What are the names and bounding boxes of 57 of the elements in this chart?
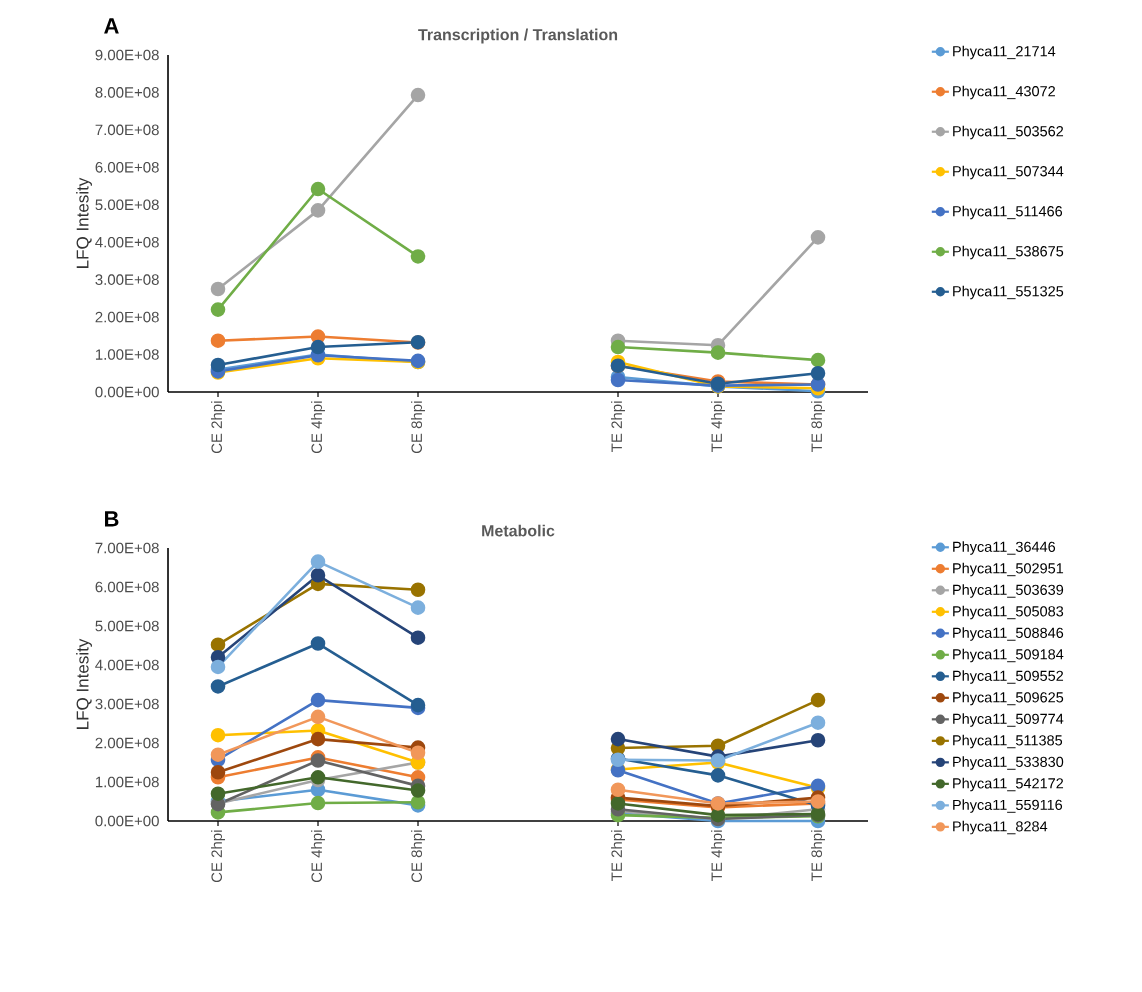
y-tick-label: 2.00E+08 bbox=[95, 311, 159, 323]
legend-label: Phyca11_507344 bbox=[953, 165, 1064, 180]
y-tick-label: 7.00E+08 bbox=[95, 542, 159, 554]
y-tick-label: 6.00E+08 bbox=[95, 581, 159, 593]
legend-label: Phyca11_511466 bbox=[953, 205, 1063, 220]
x-tick-label: TE 4hpi bbox=[711, 401, 725, 452]
legend-label: Phyca11_508846 bbox=[953, 627, 1064, 641]
y-tick-label: 4.00E+08 bbox=[95, 236, 159, 248]
chart-title: Metabolic bbox=[482, 524, 555, 537]
legend-label: Phyca11_538675 bbox=[953, 245, 1064, 260]
legend-label: Phyca11_509552 bbox=[953, 670, 1064, 684]
x-tick-label: CE 4hpi bbox=[311, 830, 325, 883]
x-tick-label: CE 2hpi bbox=[211, 401, 225, 454]
legend-label: Phyca11_21714 bbox=[953, 45, 1056, 60]
legend-label: Phyca11_502951 bbox=[953, 562, 1064, 577]
legend-label: Phyca11_43072 bbox=[953, 85, 1055, 100]
legend-label: Phyca11_559116 bbox=[953, 799, 1063, 813]
legend-label: Phyca11_509774 bbox=[953, 713, 1064, 727]
legend-label: Phyca11_509184 bbox=[953, 648, 1064, 663]
y-tick-label: 7.00E+08 bbox=[95, 124, 159, 136]
y-tick-label: 2.00E+08 bbox=[95, 737, 159, 749]
legend-label: Phyca11_551325 bbox=[953, 285, 1064, 300]
x-tick-label: TE 2hpi bbox=[611, 401, 625, 452]
x-tick-label: CE 2hpi bbox=[211, 830, 225, 883]
y-tick-label: 3.00E+08 bbox=[95, 698, 159, 710]
y-tick-label: 1.00E+08 bbox=[95, 776, 159, 788]
y-tick-label: 0.00E+00 bbox=[95, 386, 159, 398]
y-tick-label: 9.00E+08 bbox=[95, 49, 159, 61]
y-tick-label: 4.00E+08 bbox=[95, 659, 159, 671]
y-tick-label: 0.00E+00 bbox=[95, 815, 159, 827]
legend-label: Phyca11_8284 bbox=[953, 820, 1048, 835]
y-tick-label: 5.00E+08 bbox=[95, 620, 159, 632]
text: B bbox=[105, 511, 119, 527]
x-tick-label: CE 8hpi bbox=[411, 401, 425, 454]
x-tick-label: TE 8hpi bbox=[811, 830, 825, 881]
legend-label: Phyca11_503639 bbox=[953, 584, 1064, 598]
legend-label: Phyca11_511385 bbox=[953, 734, 1063, 749]
y-tick-label: 5.00E+08 bbox=[95, 199, 159, 211]
legend-label: Phyca11_509625 bbox=[953, 691, 1064, 706]
x-tick-label: CE 4hpi bbox=[311, 401, 325, 454]
chart-title: Transcription / Translation bbox=[418, 28, 618, 44]
y-axis-title: LFQ Intesity bbox=[76, 177, 92, 268]
y-axis-title: LFQ Intesity bbox=[76, 638, 92, 729]
x-tick-label: TE 8hpi bbox=[811, 401, 825, 452]
x-tick-label: TE 4hpi bbox=[711, 830, 725, 881]
text: A bbox=[104, 18, 119, 34]
legend-label: Phyca11_503562 bbox=[953, 125, 1064, 140]
legend-label: Phyca11_542172 bbox=[953, 777, 1064, 792]
x-tick-label: CE 8hpi bbox=[411, 830, 425, 883]
legend-label: Phyca11_533830 bbox=[953, 756, 1064, 770]
y-tick-label: 8.00E+08 bbox=[95, 87, 159, 98]
y-tick-label: 6.00E+08 bbox=[95, 162, 159, 173]
y-tick-label: 3.00E+08 bbox=[95, 274, 159, 285]
x-tick-label: TE 2hpi bbox=[611, 830, 625, 881]
legend-label: Phyca11_36446 bbox=[953, 541, 1056, 555]
legend-label: Phyca11_505083 bbox=[953, 605, 1064, 620]
y-tick-label: 1.00E+08 bbox=[95, 349, 159, 360]
